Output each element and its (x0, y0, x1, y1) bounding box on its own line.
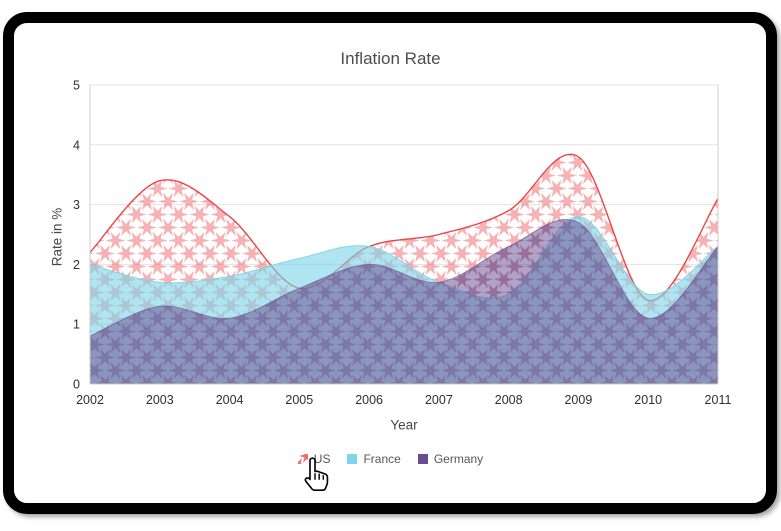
legend-label: Germany (433, 452, 484, 466)
y-axis-title: Rate in % (49, 207, 65, 267)
x-tick-label-2007: 2007 (425, 393, 453, 407)
y-tick-label-4: 4 (73, 138, 80, 152)
axis-lines (89, 85, 719, 385)
x-tick-label-2008: 2008 (495, 393, 523, 407)
y-tick-label-2: 2 (73, 258, 80, 272)
x-tick-labels: 2002 2003 2004 2005 2006 2007 2008 2009 2010 2011 (76, 393, 731, 407)
legend-label: US (313, 452, 331, 466)
legend-swatch-us (297, 454, 308, 464)
y-tick-label-1: 1 (73, 318, 80, 332)
x-axis-title: Year (390, 417, 418, 433)
x-tick-label-2003: 2003 (146, 393, 174, 407)
series-germany-area[interactable] (89, 218, 719, 384)
legend-swatch-france (347, 454, 358, 464)
y-tick-labels: 0 1 2 3 4 5 (73, 79, 80, 392)
chart-title: Inflation Rate (340, 49, 441, 68)
legend-item-germany[interactable]: Germany (417, 452, 484, 466)
legend-item-us[interactable]: US (297, 452, 331, 466)
x-tick-label-2005: 2005 (285, 393, 313, 407)
y-tick-label-0: 0 (73, 378, 80, 392)
x-tick-label-2010: 2010 (634, 393, 662, 407)
x-tick-label-2002: 2002 (76, 393, 104, 407)
x-tick-label-2009: 2009 (564, 393, 592, 407)
x-tick-label-2006: 2006 (355, 393, 383, 407)
legend-label: France (363, 452, 401, 466)
y-tick-label-3: 3 (73, 198, 80, 212)
x-tick-label-2004: 2004 (216, 393, 244, 407)
legend: US France Germany (0, 452, 781, 466)
x-tick-label-2011: 2011 (705, 393, 732, 407)
legend-item-france[interactable]: France (347, 452, 401, 466)
y-tick-label-5: 5 (73, 79, 80, 93)
legend-swatch-germany (417, 454, 428, 464)
